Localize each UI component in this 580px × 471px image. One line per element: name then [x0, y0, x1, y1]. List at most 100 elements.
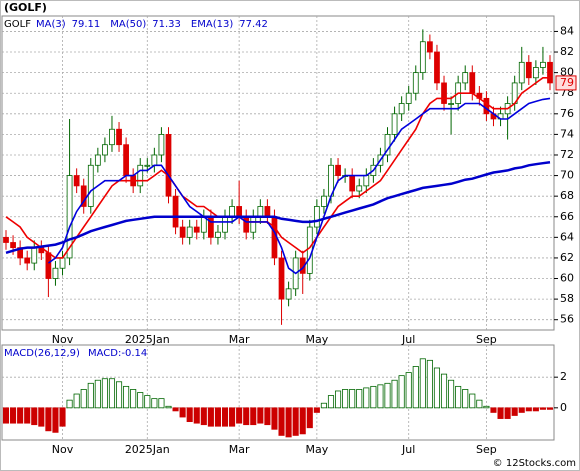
candle-body [243, 216, 250, 233]
macd-bar [335, 390, 342, 409]
macd-bar [412, 366, 419, 409]
macd-bar [144, 395, 151, 409]
macd-bar [384, 382, 391, 409]
candle-body [469, 72, 476, 94]
macd-bar [285, 407, 292, 438]
x-tick-label: May [305, 333, 328, 346]
candle-body [80, 185, 87, 207]
legend-value: 77.42 [239, 19, 268, 30]
macd-bar [229, 407, 236, 427]
y-tick-label: 74 [560, 127, 574, 140]
candle-body [427, 41, 433, 53]
price-panel [1, 15, 555, 331]
candle-body [193, 226, 200, 233]
macd-bar [292, 407, 299, 436]
legend-label: MA(50) [110, 19, 146, 30]
candle-body [236, 206, 243, 218]
candle-body [419, 41, 426, 74]
candle-body [412, 72, 419, 94]
macd-panel [1, 344, 555, 441]
macd-bar [391, 379, 398, 409]
macd-bar [2, 407, 10, 424]
macd-bar [448, 379, 455, 409]
macd-bar [490, 407, 497, 413]
watermark: © 12Stocks.com [493, 458, 576, 469]
legend-label: MA(3) [36, 19, 66, 30]
macd-bar [130, 389, 137, 409]
macd-bar [80, 389, 87, 409]
x-tick-label: Nov [52, 443, 74, 456]
candle-body [250, 216, 257, 233]
macd-bar [179, 407, 186, 418]
macd-bar [158, 398, 165, 409]
macd-bar [504, 407, 511, 419]
macd-bar [257, 407, 264, 424]
y-tick-label: 80 [560, 66, 574, 79]
macd-bar [10, 407, 17, 424]
candle-body [483, 97, 490, 115]
macd-bar [236, 407, 243, 424]
macd-bar [469, 393, 476, 409]
candle-body [448, 103, 454, 105]
macd-bar [172, 407, 179, 412]
macd-bar [31, 407, 38, 426]
candle-body [31, 247, 38, 264]
macd-bar [193, 407, 200, 424]
legend-label: EMA(13) [191, 19, 233, 30]
macd-bar [94, 379, 101, 409]
y-tick-label: 58 [560, 292, 574, 305]
macd-bar [101, 378, 108, 409]
candle-body [547, 61, 553, 84]
candle-body [434, 51, 440, 84]
x-tick-label: Jul [401, 443, 415, 456]
macd-bar [73, 393, 80, 409]
x-tick-label: Mar [229, 443, 250, 456]
candle-body [144, 164, 151, 167]
candle-body [24, 257, 31, 264]
macd-bar [455, 385, 462, 409]
macd-bar [38, 407, 45, 427]
candle-body [109, 128, 115, 146]
ma-line [47, 97, 551, 275]
y-tick-label: 82 [560, 45, 574, 58]
candle-body [200, 216, 207, 233]
candle-body [335, 164, 341, 176]
macd-bar [546, 407, 554, 410]
candle-body [285, 288, 292, 300]
candle-body [73, 175, 80, 187]
candle-body [3, 236, 9, 243]
legend-value: 79.11 [72, 19, 101, 30]
macd-bar [433, 367, 441, 409]
macd-bar [243, 407, 250, 426]
candle-body [313, 206, 320, 228]
candle-body [151, 154, 158, 166]
y-tick-label: 56 [560, 313, 574, 326]
candle-body [94, 154, 101, 166]
candle-body [123, 144, 129, 176]
macd-bar [264, 407, 271, 426]
macd-bar [539, 407, 546, 410]
y-tick-label: 62 [560, 251, 574, 264]
candle-body [462, 72, 469, 84]
macd-bar [250, 407, 257, 426]
macd-bar [440, 373, 448, 409]
price-tag-label: 79 [560, 76, 574, 89]
candle-body [179, 226, 186, 238]
candle-body [59, 257, 66, 269]
candle-body [278, 257, 285, 300]
candle-body [172, 195, 179, 228]
candle-body [87, 164, 94, 207]
candle-body [356, 185, 363, 192]
macd-bar [405, 372, 412, 409]
y-tick-label: 66 [560, 210, 574, 223]
candle-body [363, 175, 370, 187]
macd-bar [115, 381, 123, 409]
candle-body [165, 133, 172, 197]
candle-body [264, 206, 271, 218]
price-tag [555, 75, 577, 91]
macd-bar [214, 407, 221, 427]
macd-bar [313, 407, 320, 413]
macd-bar [87, 382, 94, 409]
macd-bar [207, 407, 214, 427]
